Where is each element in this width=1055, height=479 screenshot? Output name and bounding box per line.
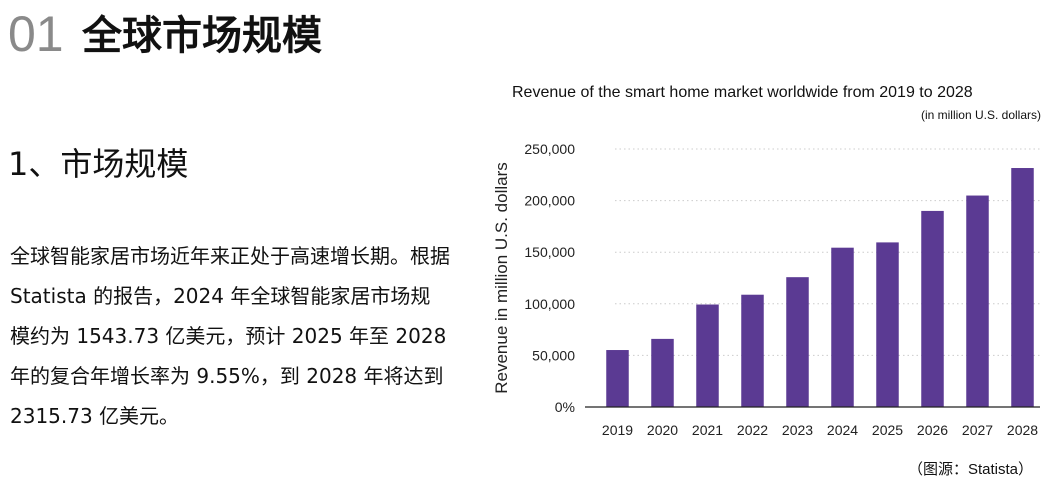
section-number: 01 xyxy=(8,6,64,56)
x-tick-label: 2024 xyxy=(827,422,858,438)
bar-2021 xyxy=(696,304,719,407)
body-paragraph: 全球智能家居市场近年来正处于高速增长期。根据 Statista 的报告，2024… xyxy=(10,244,450,428)
bar-2025 xyxy=(876,242,899,407)
page-title: 全球市场规模 xyxy=(82,13,322,59)
x-tick-label: 2028 xyxy=(1007,422,1038,438)
bar-2023 xyxy=(786,277,809,407)
x-tick-label: 2026 xyxy=(917,422,948,438)
bar-chart: 0% 50,000 100,000 150,000 200,000 250,000 2019… xyxy=(492,141,1040,438)
bar-2020 xyxy=(651,338,674,407)
y-tick-label: 50,000 xyxy=(532,347,575,363)
bar-2024 xyxy=(831,247,854,407)
bar-2022 xyxy=(741,294,764,407)
y-tick-label: 0% xyxy=(555,399,575,415)
y-axis-label: Revenue in million U.S. dollars xyxy=(492,162,511,394)
x-tick-label: 2023 xyxy=(782,422,813,438)
bar-2026 xyxy=(921,210,944,407)
chart-subtitle: (in million U.S. dollars) xyxy=(920,108,1041,122)
y-tick-label: 150,000 xyxy=(524,244,575,260)
y-tick-label: 250,000 xyxy=(524,141,575,157)
x-tick-label: 2022 xyxy=(737,422,768,438)
x-tick-label: 2025 xyxy=(872,422,903,438)
y-tick-label: 200,000 xyxy=(524,193,575,209)
chart-title: Revenue of the smart home market worldwi… xyxy=(512,84,973,101)
x-tick-label: 2027 xyxy=(962,422,993,438)
x-tick-label: 2021 xyxy=(692,422,723,438)
bar-2028 xyxy=(1011,168,1034,407)
bar-2027 xyxy=(966,195,989,407)
section-title: 1、市场规模 xyxy=(8,145,189,183)
y-tick-label: 100,000 xyxy=(524,296,575,312)
bar-2019 xyxy=(606,350,629,407)
x-tick-label: 2020 xyxy=(647,422,678,438)
image-source: （图源：Statista） xyxy=(907,461,1033,478)
x-tick-label: 2019 xyxy=(602,422,633,438)
